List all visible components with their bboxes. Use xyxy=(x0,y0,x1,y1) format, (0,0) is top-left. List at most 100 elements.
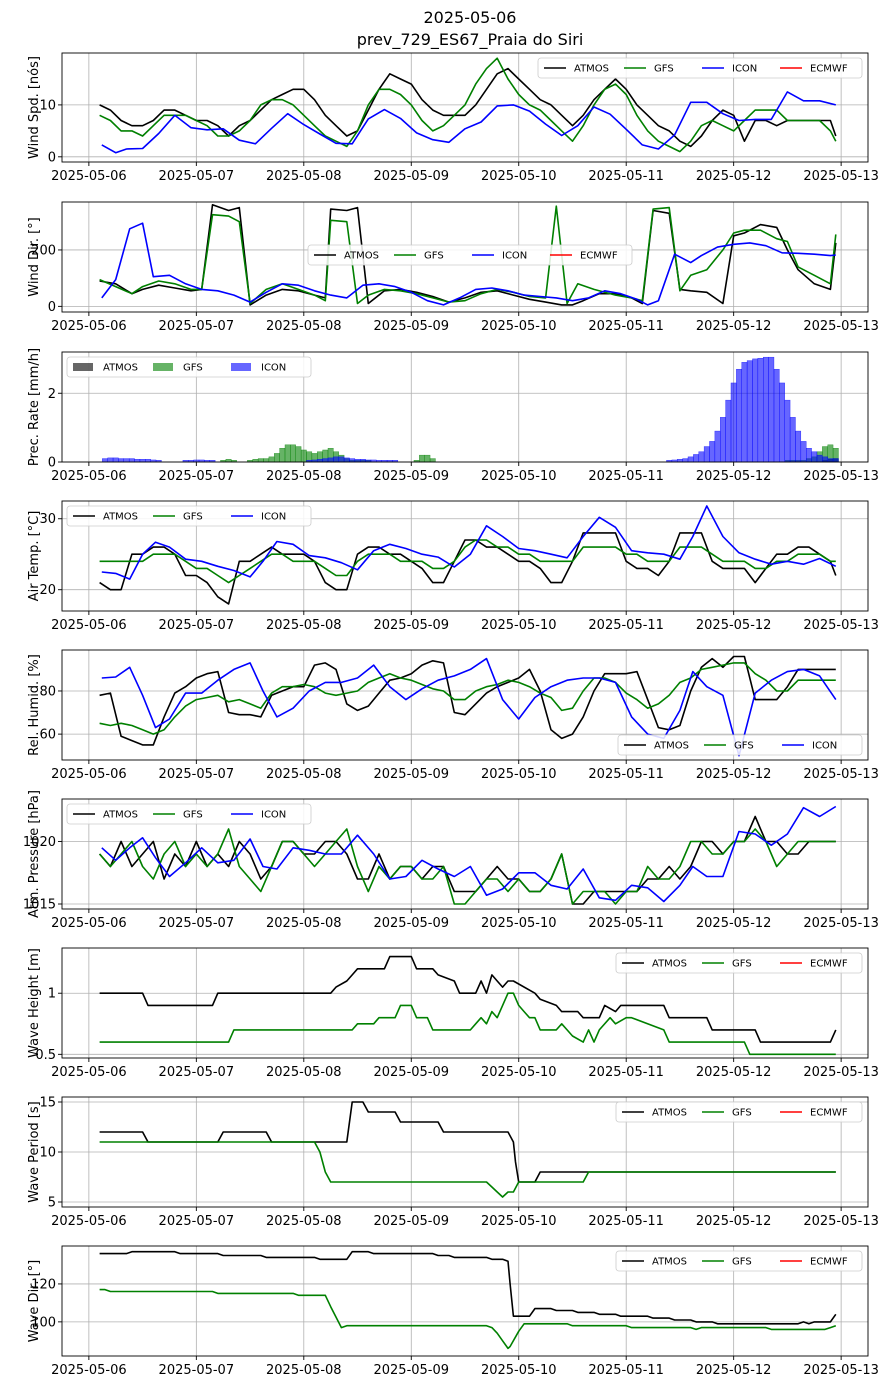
legend-label-gfs: GFS xyxy=(734,741,754,752)
bar-icon xyxy=(128,458,135,462)
y-tick-label: 0.5 xyxy=(35,1048,56,1063)
axes-frame xyxy=(61,947,869,1059)
series-line-atmos xyxy=(99,655,836,746)
bar-icon xyxy=(800,441,807,462)
legend: ATMOS GFS ECMWF xyxy=(615,952,863,974)
legend-box xyxy=(537,57,863,79)
x-tick-label: 2025-05-12 xyxy=(696,618,772,633)
axes-frame xyxy=(61,500,869,612)
legend-label-gfs: GFS xyxy=(654,64,674,75)
legend-label-icon: ICON xyxy=(261,363,286,374)
legend-box xyxy=(307,244,633,266)
bar-icon xyxy=(806,448,812,462)
legend-label-icon: ICON xyxy=(261,810,286,821)
x-tick-label: 2025-05-12 xyxy=(696,916,772,931)
bar-gfs xyxy=(284,444,291,462)
x-tick-label: 2025-05-08 xyxy=(266,319,342,334)
legend-label-gfs: GFS xyxy=(424,251,444,262)
bar-icon xyxy=(725,399,732,462)
bar-icon xyxy=(327,457,334,462)
x-tick-label: 2025-05-13 xyxy=(803,618,879,633)
bar-icon xyxy=(816,454,823,462)
y-axis-label: Air Temp. [°C] xyxy=(27,511,42,602)
bar-icon xyxy=(155,460,162,462)
bar-gfs xyxy=(279,448,286,462)
x-tick-label: 2025-05-08 xyxy=(266,1363,342,1378)
bar-icon xyxy=(349,458,356,462)
x-tick-label: 2025-05-12 xyxy=(696,169,772,184)
bar-icon xyxy=(827,458,834,462)
y-tick-label: 0 xyxy=(48,300,56,315)
bar-gfs xyxy=(429,458,436,462)
bar-gfs xyxy=(290,444,296,462)
axes-frame xyxy=(61,351,869,463)
legend-swatch-atmos xyxy=(73,363,93,371)
x-tick-label: 2025-05-07 xyxy=(159,1363,235,1378)
series-line-gfs xyxy=(98,828,836,905)
x-tick-label: 2025-05-06 xyxy=(51,1065,127,1080)
x-tick-label: 2025-05-07 xyxy=(159,1214,235,1229)
x-tick-label: 2025-05-06 xyxy=(51,767,127,782)
y-tick-label: 2 xyxy=(48,387,56,402)
x-tick-label: 2025-05-13 xyxy=(803,1065,879,1080)
plot-area xyxy=(102,356,839,462)
bar-gfs xyxy=(268,456,275,462)
axes-frame xyxy=(61,201,869,313)
series-line-atmos xyxy=(99,67,837,148)
bar-icon xyxy=(687,456,694,462)
x-tick-label: 2025-05-07 xyxy=(159,169,235,184)
legend-label-atmos: ATMOS xyxy=(652,1108,687,1119)
x-tick-label: 2025-05-10 xyxy=(481,1214,557,1229)
legend-label-gfs: GFS xyxy=(183,512,203,523)
x-tick-label: 2025-05-10 xyxy=(481,169,557,184)
y-tick-label: 100 xyxy=(31,1315,56,1330)
bar-icon xyxy=(752,358,759,462)
legend-label-gfs: GFS xyxy=(183,363,203,374)
panel-7: 0.5 1 2025-05-06 2025-05-07 2025-05-08 2025-0… xyxy=(27,947,879,1080)
bar-icon xyxy=(746,360,753,462)
legend-label-ecmwf: ECMWF xyxy=(810,1108,848,1119)
bar-icon xyxy=(112,457,119,462)
bar-icon xyxy=(784,399,791,462)
y-tick-label: 60 xyxy=(39,728,56,743)
x-tick-label: 2025-05-06 xyxy=(51,916,127,931)
legend-box xyxy=(66,356,312,378)
legend-swatch-icon xyxy=(231,363,251,371)
x-tick-label: 2025-05-12 xyxy=(696,1363,772,1378)
legend-label-icon: ICON xyxy=(732,64,757,75)
axes-frame xyxy=(61,52,869,163)
bar-gfs xyxy=(263,458,270,462)
series-line-icon xyxy=(101,91,836,154)
legend-label-atmos: ATMOS xyxy=(103,810,138,821)
bar-icon xyxy=(392,460,399,462)
x-tick-label: 2025-05-12 xyxy=(696,1065,772,1080)
legend-label-gfs: GFS xyxy=(732,959,752,970)
x-tick-label: 2025-05-08 xyxy=(266,618,342,633)
legend: ATMOS GFS ICON xyxy=(66,803,312,825)
panel-8: 5 10 15 2025-05-06 2025-05-07 2025-05-08 2025-… xyxy=(27,1096,879,1230)
x-tick-label: 2025-05-10 xyxy=(481,916,557,931)
x-tick-label: 2025-05-13 xyxy=(803,469,879,484)
x-tick-label: 2025-05-07 xyxy=(159,618,235,633)
series-line-gfs xyxy=(99,662,836,735)
plot-area xyxy=(99,955,837,1056)
plot-area xyxy=(98,805,837,905)
x-tick-label: 2025-05-11 xyxy=(588,469,664,484)
series-line-icon xyxy=(101,505,837,580)
y-axis-label: Wave Height [m] xyxy=(27,948,42,1058)
legend-label-atmos: ATMOS xyxy=(652,1257,687,1268)
legend-label-gfs: GFS xyxy=(732,1257,752,1268)
x-tick-label: 2025-05-08 xyxy=(266,1214,342,1229)
x-tick-label: 2025-05-13 xyxy=(803,1214,879,1229)
y-tick-label: 120 xyxy=(31,1277,56,1292)
plot-area xyxy=(99,204,837,306)
bar-gfs xyxy=(257,458,264,462)
x-tick-label: 2025-05-10 xyxy=(481,767,557,782)
bar-icon xyxy=(773,368,780,462)
bar-icon xyxy=(703,446,710,462)
bar-icon xyxy=(102,458,108,462)
x-tick-label: 2025-05-13 xyxy=(803,767,879,782)
x-tick-label: 2025-05-09 xyxy=(373,916,449,931)
